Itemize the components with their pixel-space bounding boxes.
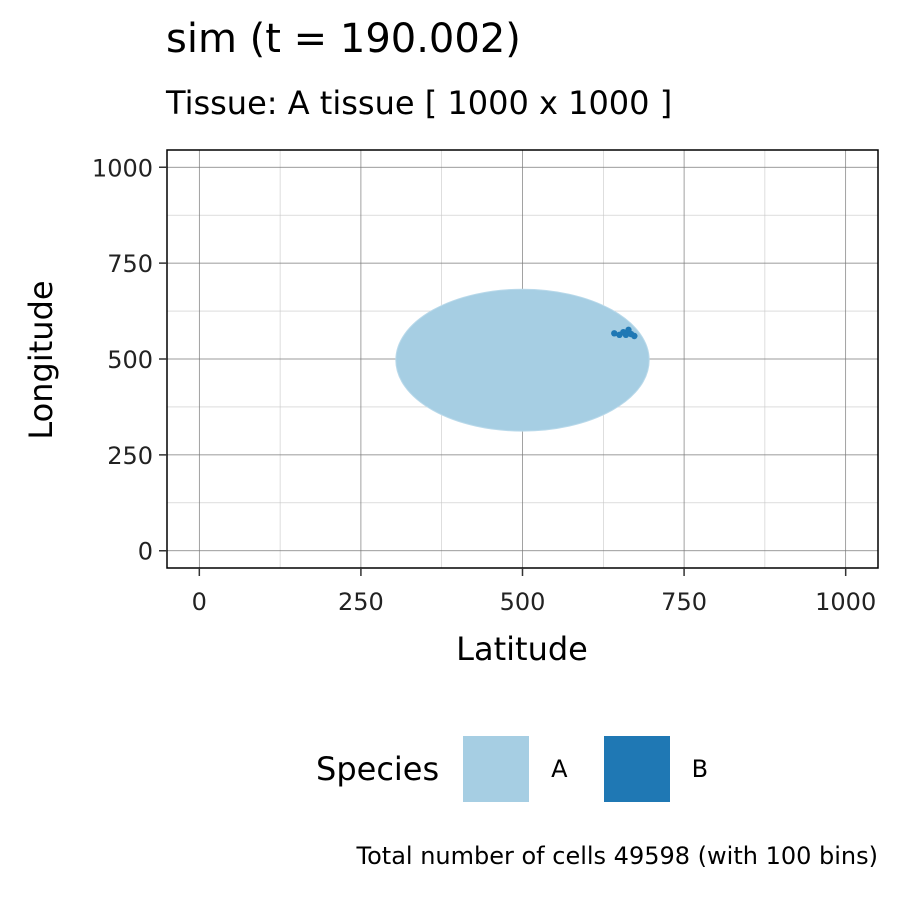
x-axis-title: Latitude [456,630,588,668]
chart-title: sim (t = 190.002) [166,16,521,62]
y-tick-label: 500 [107,346,153,374]
y-tick-label: 0 [138,538,153,566]
legend-label-b: B [691,755,709,783]
x-tick-label: 0 [192,588,207,616]
cell-cluster-b [611,330,618,337]
cell-count-caption: Total number of cells 49598 (with 100 bi… [356,842,878,870]
legend-title: Species [316,750,440,788]
y-tick-label: 750 [107,250,153,278]
cell-region-a [395,288,650,432]
y-axis: 0 250 500 750 1000 [92,154,167,566]
x-tick-label: 500 [500,588,546,616]
cell-layer [395,288,650,432]
y-axis-title: Longitude [22,280,60,439]
cell-cluster-b [631,332,638,340]
cell-cluster-b [622,331,630,339]
legend-key-b [603,736,670,802]
x-tick-label: 250 [338,588,384,616]
x-tick-label: 1000 [815,588,876,616]
x-tick-label: 750 [661,588,707,616]
x-axis: 0 250 500 750 1000 [192,568,876,616]
legend-label-a: A [551,755,568,783]
chart-subtitle: Tissue: A tissue [ 1000 x 1000 ] [166,84,673,122]
legend-key-a [463,736,530,802]
legend: Species A B [316,736,744,802]
y-tick-label: 1000 [92,154,153,182]
y-tick-label: 250 [107,442,153,470]
